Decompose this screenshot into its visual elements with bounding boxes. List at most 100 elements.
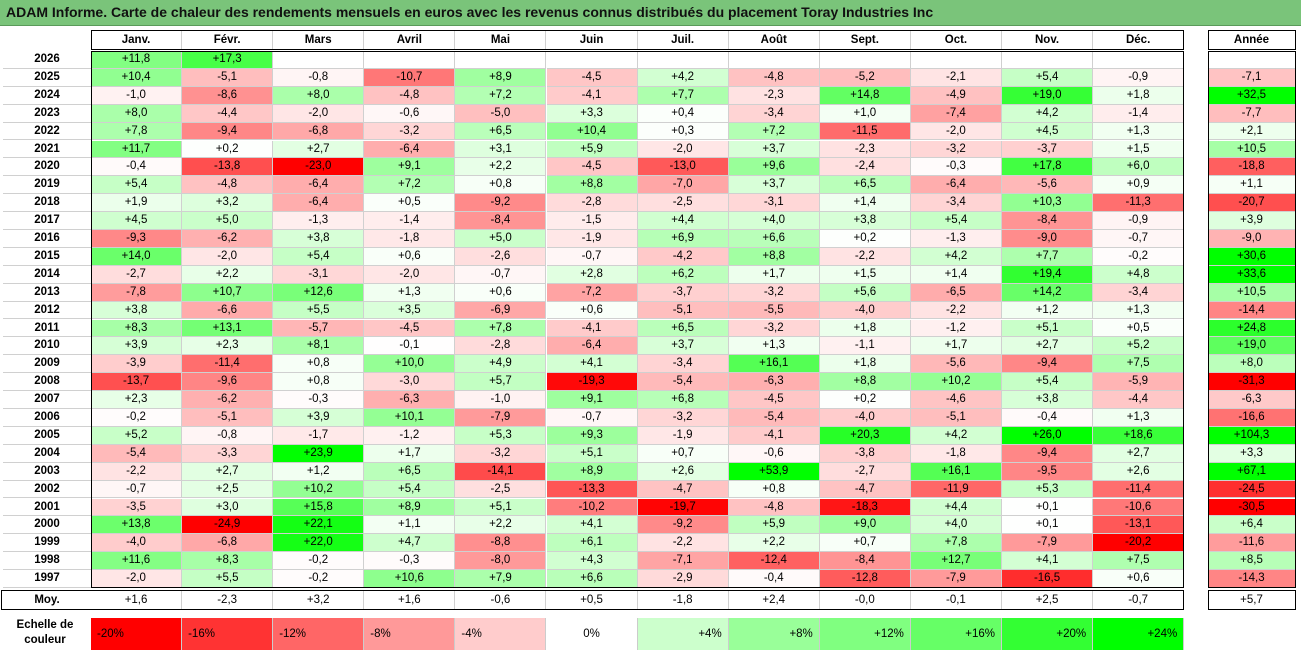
heatmap-cell: +11,7 [91,140,183,159]
heatmap-cell: -1,4 [1093,104,1185,123]
heatmap-cell: -8,4 [1002,212,1094,230]
heatmap-cell: -4,6 [910,391,1002,409]
heatmap-cell: -3,7 [637,283,729,302]
heatmap-cell: -13,8 [182,158,274,177]
heatmap-cell: +11,8 [91,51,183,69]
heatmap-cell: +4,2 [637,68,729,87]
heatmap-cell: +13,1 [182,319,274,338]
report-title: ADAM Informe. Carte de chaleur des rende… [6,4,934,20]
heatmap-cell: +0,4 [637,104,729,123]
row-year-label: 2003 [3,462,91,481]
report-title-bar: ADAM Informe. Carte de chaleur des rende… [0,0,1301,26]
heatmap-cell: -5,2 [819,68,911,87]
heatmap-cell: -4,7 [819,480,911,499]
heatmap-cell: +6,5 [455,122,547,141]
heatmap-cell: -2,2 [637,534,729,553]
row-year-label: 2016 [3,230,91,248]
row-year-label: 2007 [3,391,91,409]
heatmap-cell: +1,3 [728,337,820,356]
average-cell: +3,2 [273,590,365,610]
color-scale-step: -16% [182,618,274,650]
heatmap-cell: +2,6 [1093,462,1185,481]
heatmap-cell: -3,2 [455,444,547,463]
average-cell: -2,3 [182,590,274,610]
heatmap-cell: +10,0 [364,355,456,374]
heatmap-cell [546,51,638,69]
heatmap-cell: -4,0 [91,534,183,553]
heatmap-cell: +7,5 [1093,552,1185,571]
heatmap-cell: -5,9 [1093,373,1185,392]
heatmap-cell: -2,7 [819,462,911,481]
heatmap-cell: +12,7 [910,552,1002,571]
heatmap-cell: +2,6 [637,462,729,481]
average-cell: +1,6 [91,590,183,610]
heatmap-cell: +3,7 [728,140,820,159]
heatmap-cell: -3,7 [1002,140,1094,159]
heatmap-cell: -4,9 [910,86,1002,105]
heatmap-cell: +1,3 [1093,301,1185,320]
heatmap-cell: +1,3 [364,283,456,302]
heatmap-cell: -6,4 [273,194,365,213]
heatmap-cell: -1,5 [546,212,638,230]
heatmap-cell: -4,8 [728,498,820,517]
heatmap-cell [364,51,456,69]
heatmap-cell: -2,3 [728,86,820,105]
heatmap-cell: -0,6 [728,444,820,463]
heatmap-cell: -13,1 [1093,516,1185,535]
heatmap-cell: +5,1 [455,498,547,517]
annual-cell: +10,5 [1208,140,1296,159]
heatmap-cell: +7,8 [455,319,547,338]
column-header: Août [728,30,820,50]
heatmap-cell: +1,4 [910,265,1002,284]
heatmap-cell: -24,9 [182,516,274,535]
row-year-label: 2024 [3,86,91,105]
heatmap-cell: -12,8 [819,570,911,588]
heatmap-cell: +6,0 [1093,158,1185,177]
heatmap-cell: +13,8 [91,516,183,535]
heatmap-cell: -2,3 [819,140,911,159]
average-cell: -0,7 [1093,590,1185,610]
row-year-label: 2001 [3,498,91,517]
row-year-label: 2022 [3,122,91,141]
heatmap-cell: -1,9 [637,426,729,445]
heatmap-cell: +1,7 [728,265,820,284]
heatmap-cell: -7,9 [910,570,1002,588]
heatmap-cell: +3,8 [1002,391,1094,409]
heatmap-cell: +1,2 [1002,301,1094,320]
heatmap-cell: +10,2 [273,480,365,499]
heatmap-cell: +8,1 [273,337,365,356]
annual-cell: -9,0 [1208,230,1296,248]
heatmap-cell: +7,2 [364,176,456,195]
heatmap-cell: +2,2 [182,265,274,284]
average-cell: -0,0 [819,590,911,610]
color-scale-label-line2: couleur [24,634,66,646]
heatmap-cell: -4,1 [728,426,820,445]
annual-cell: +33,6 [1208,265,1296,284]
heatmap-cell: -1,9 [546,230,638,248]
heatmap-cell: -1,4 [364,212,456,230]
annual-cell: +1,1 [1208,176,1296,195]
heatmap-cell: -19,7 [637,498,729,517]
color-scale-step: +4% [637,618,729,650]
heatmap-cell: -5,1 [637,301,729,320]
column-header: Juin [546,30,638,50]
heatmap-cell: -3,9 [91,355,183,374]
color-scale-step: +24% [1093,618,1185,650]
heatmap-cell: -2,1 [910,68,1002,87]
heatmap-cell: +7,2 [455,86,547,105]
heatmap-cell: +6,5 [637,319,729,338]
heatmap-cell: -6,4 [273,176,365,195]
heatmap-cell: -11,4 [182,355,274,374]
heatmap-cell: +1,5 [819,265,911,284]
heatmap-cell: -23,0 [273,158,365,177]
heatmap-cell: +9,1 [364,158,456,177]
heatmap-cell: +4,8 [1093,265,1185,284]
column-header: Nov. [1002,30,1094,50]
heatmap-cell: -1,0 [91,86,183,105]
heatmap-cell: +5,4 [364,480,456,499]
heatmap-cell: +10,7 [182,283,274,302]
heatmap-cell: -13,7 [91,373,183,392]
heatmap-cell: +0,1 [1002,498,1094,517]
heatmap-cell: +3,3 [546,104,638,123]
heatmap-cell: -6,4 [546,337,638,356]
